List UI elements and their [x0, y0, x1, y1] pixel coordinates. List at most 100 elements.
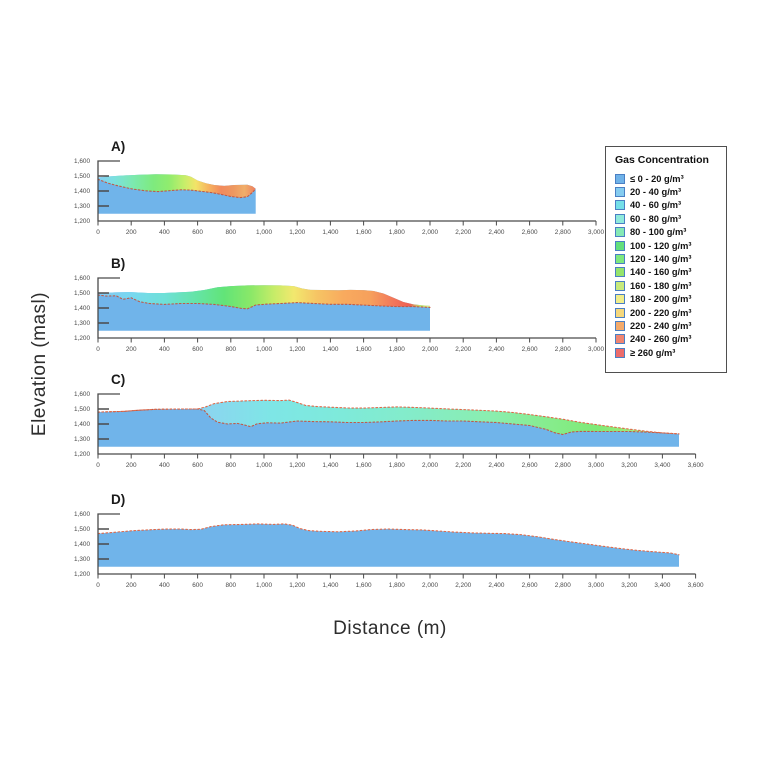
x-tick-label: 1,000: [256, 462, 272, 469]
panel-A-plot: 1,200 1,300 1,400 1,500 1,600 0 200 400 600 800 1,…: [74, 139, 604, 236]
legend-swatch-icon: [615, 213, 625, 224]
basal-dashed-line-A: [97, 178, 257, 199]
legend-swatch-icon: [615, 334, 625, 345]
legend-item: ≥ 260 g/m³: [615, 346, 722, 359]
x-tick-label: 2,800: [555, 582, 571, 589]
legend-item: 120 - 140 g/m³: [615, 252, 722, 265]
x-tick-label: 3,000: [588, 346, 604, 353]
x-tick-label: 800: [225, 462, 236, 469]
legend-label: 240 - 260 g/m³: [630, 334, 692, 345]
y-tick-label: 1,200: [74, 335, 90, 342]
x-tick-label: 1,200: [289, 462, 305, 469]
panel-B-plot: 1,200 1,300 1,400 1,500 1,600 0 200 400 600 800 1,…: [74, 256, 604, 353]
legend-swatch-icon: [615, 187, 625, 198]
x-tick-label: 400: [159, 462, 170, 469]
x-tick-label: 3,600: [688, 462, 704, 469]
surface-dashed-line-C: [97, 399, 680, 435]
x-tick-label: 1,000: [256, 582, 272, 589]
legend-label: 160 - 180 g/m³: [630, 280, 692, 291]
legend-swatch-icon: [615, 240, 625, 251]
y-tick-label: 1,600: [74, 511, 90, 518]
legend-label: 40 - 60 g/m³: [630, 200, 682, 211]
panel-label-C: C): [111, 372, 125, 387]
x-tick-label: 1,400: [322, 462, 338, 469]
x-tick-label: 3,200: [621, 582, 637, 589]
x-tick-label: 400: [159, 229, 170, 236]
legend-swatch-icon: [615, 320, 625, 331]
x-tick-label: 2,600: [522, 346, 538, 353]
y-axis-title: Elevation (masl): [29, 291, 50, 437]
x-tick-label: 400: [159, 346, 170, 353]
legend-label: 180 - 200 g/m³: [630, 294, 692, 305]
legend-swatch-icon: [615, 227, 625, 238]
y-tick-label: 1,500: [74, 290, 90, 297]
panel-label-D: D): [111, 492, 125, 507]
x-tick-label: 2,800: [555, 462, 571, 469]
legend-item: 20 - 40 g/m³: [615, 185, 722, 198]
x-tick-label: 600: [192, 462, 203, 469]
x-tick-label: 3,000: [588, 462, 604, 469]
legend-swatch-icon: [615, 347, 625, 358]
y-tick-label: 1,400: [74, 421, 90, 428]
x-tick-label: 1,400: [322, 582, 338, 589]
legend-item: 200 - 220 g/m³: [615, 306, 722, 319]
legend-item: 180 - 200 g/m³: [615, 293, 722, 306]
legend-label: 20 - 40 g/m³: [630, 187, 682, 198]
y-tick-label: 1,300: [74, 436, 90, 443]
x-tick-label: 600: [192, 582, 203, 589]
y-tick-label: 1,600: [74, 158, 90, 165]
panel-label-B: B): [111, 256, 125, 271]
legend-item: 60 - 80 g/m³: [615, 212, 722, 225]
x-tick-label: 3,400: [654, 462, 670, 469]
x-tick-label: 2,400: [488, 582, 504, 589]
x-tick-label: 2,000: [422, 582, 438, 589]
y-tick-label: 1,200: [74, 451, 90, 458]
x-tick-label: 2,600: [522, 462, 538, 469]
x-tick-label: 2,200: [455, 582, 471, 589]
legend-item: 160 - 180 g/m³: [615, 279, 722, 292]
x-tick-label: 1,400: [322, 346, 338, 353]
legend-item: ≤ 0 - 20 g/m³: [615, 172, 722, 185]
x-tick-label: 1,800: [389, 582, 405, 589]
x-tick-label: 3,000: [588, 229, 604, 236]
panel-C-plot: 1,200 1,300 1,400 1,500 1,600 0 200 400 600 800 1,…: [74, 372, 704, 469]
x-tick-label: 2,200: [455, 346, 471, 353]
x-tick-label: 0: [96, 582, 100, 589]
y-tick-label: 1,200: [74, 571, 90, 578]
y-tick-label: 1,400: [74, 541, 90, 548]
y-tick-label: 1,600: [74, 275, 90, 282]
legend-label: 140 - 160 g/m³: [630, 267, 692, 278]
x-tick-label: 600: [192, 346, 203, 353]
legend-label: ≤ 0 - 20 g/m³: [630, 173, 684, 184]
legend-swatch-icon: [615, 280, 625, 291]
legend-box: Gas Concentration ≤ 0 - 20 g/m³ 20 - 40 g…: [605, 146, 727, 373]
legend-swatch-icon: [615, 173, 625, 184]
x-tick-label: 1,000: [256, 229, 272, 236]
x-tick-label: 1,000: [256, 346, 272, 353]
panel-D-plot: 1,200 1,300 1,400 1,500 1,600 0 200 400 600 800 1,…: [74, 492, 704, 589]
legend-label: 80 - 100 g/m³: [630, 227, 687, 238]
gas-zone-A: [98, 174, 256, 198]
x-tick-label: 2,600: [522, 229, 538, 236]
legend-items: ≤ 0 - 20 g/m³ 20 - 40 g/m³ 40 - 60 g/m³ 60 …: [615, 172, 722, 359]
x-tick-label: 1,200: [289, 229, 305, 236]
x-tick-label: 800: [225, 582, 236, 589]
y-tick-label: 1,400: [74, 305, 90, 312]
legend-item: 100 - 120 g/m³: [615, 239, 722, 252]
legend-label: 220 - 240 g/m³: [630, 320, 692, 331]
x-tick-label: 3,000: [588, 582, 604, 589]
x-tick-label: 2,000: [422, 346, 438, 353]
x-tick-label: 0: [96, 229, 100, 236]
x-tick-label: 2,800: [555, 229, 571, 236]
y-tick-label: 1,200: [74, 218, 90, 225]
x-tick-label: 2,400: [488, 462, 504, 469]
legend-label: 200 - 220 g/m³: [630, 307, 692, 318]
x-tick-label: 2,000: [422, 462, 438, 469]
x-tick-label: 200: [126, 346, 137, 353]
legend-title: Gas Concentration: [615, 154, 709, 166]
x-tick-label: 1,600: [356, 462, 372, 469]
x-tick-label: 3,600: [688, 582, 704, 589]
x-tick-label: 3,200: [621, 462, 637, 469]
legend-swatch-icon: [615, 254, 625, 265]
